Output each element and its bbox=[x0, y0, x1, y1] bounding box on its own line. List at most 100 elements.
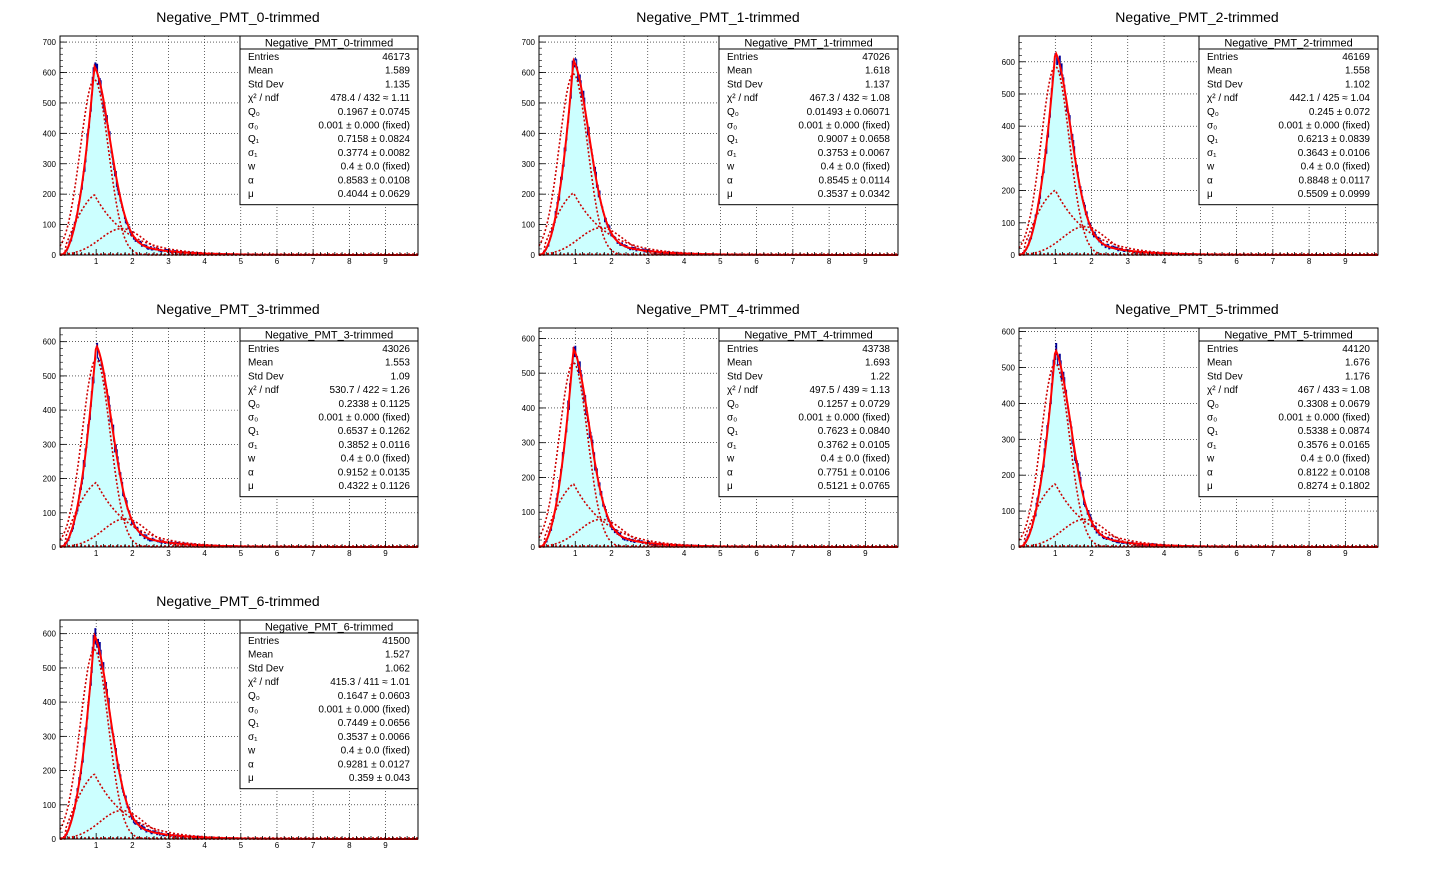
stats-value: 0.3753 ± 0.0067 bbox=[818, 148, 891, 159]
stats-value: 0.7623 ± 0.0840 bbox=[818, 426, 891, 437]
x-tick-label: 3 bbox=[166, 549, 171, 558]
y-tick-label: 300 bbox=[43, 732, 57, 741]
stats-value: 0.001 ± 0.000 (fixed) bbox=[318, 705, 410, 716]
stats-title: Negative_PMT_2-trimmed bbox=[1224, 38, 1352, 50]
y-tick-label: 600 bbox=[1002, 58, 1016, 67]
stats-value: 0.3774 ± 0.0082 bbox=[338, 148, 411, 159]
x-tick-label: 5 bbox=[239, 257, 244, 266]
x-tick-label: 1 bbox=[94, 841, 99, 850]
stats-label: χ² / ndf bbox=[1207, 385, 1238, 396]
stats-box bbox=[239, 619, 419, 790]
histogram-fill bbox=[539, 346, 898, 547]
stats-value: 0.6213 ± 0.0839 bbox=[1298, 134, 1371, 145]
stats-label: σ₁ bbox=[248, 440, 258, 451]
x-tick-label: 5 bbox=[1198, 257, 1203, 266]
x-tick-label: 1 bbox=[573, 257, 578, 266]
stats-value: 0.01493 ± 0.06071 bbox=[807, 107, 891, 118]
stats-value: 0.3762 ± 0.0105 bbox=[818, 440, 891, 451]
y-tick-label: 100 bbox=[1002, 507, 1016, 516]
y-tick-label: 400 bbox=[43, 129, 57, 138]
stats-label: σ₀ bbox=[248, 121, 258, 132]
stats-label: μ bbox=[248, 773, 254, 784]
histogram-fill bbox=[60, 62, 418, 256]
stats-value: 1.102 bbox=[1345, 79, 1370, 90]
stats-value: 0.001 ± 0.000 (fixed) bbox=[318, 413, 410, 424]
stats-label: σ₁ bbox=[248, 148, 258, 159]
x-tick-label: 3 bbox=[1126, 549, 1131, 558]
stats-label: Mean bbox=[248, 66, 273, 77]
x-tick-label: 1 bbox=[94, 549, 99, 558]
stats-label: Mean bbox=[727, 66, 752, 77]
x-tick-label: 7 bbox=[311, 257, 316, 266]
stats-value: 0.001 ± 0.000 (fixed) bbox=[318, 121, 410, 132]
x-tick-label: 7 bbox=[791, 549, 796, 558]
y-tick-label: 100 bbox=[43, 509, 57, 518]
stats-value: 0.001 ± 0.000 (fixed) bbox=[798, 413, 890, 424]
stats-value: 0.1647 ± 0.0603 bbox=[338, 691, 411, 702]
stats-title: Negative_PMT_3-trimmed bbox=[265, 330, 393, 342]
y-tick-label: 600 bbox=[43, 630, 57, 639]
stats-value: 0.1967 ± 0.0745 bbox=[338, 107, 411, 118]
histogram-panel: Negative_PMT_3-trimmed 1 2 3 4 5 6 7 8 9 0 100 200 30… bbox=[43, 301, 419, 558]
x-tick-label: 1 bbox=[573, 549, 578, 558]
stats-value: 47026 bbox=[862, 52, 890, 63]
stats-value: 0.3643 ± 0.0106 bbox=[1298, 148, 1371, 159]
stats-value: 1.137 bbox=[865, 79, 890, 90]
stats-value: 0.4 ± 0.0 (fixed) bbox=[1301, 454, 1370, 465]
y-tick-label: 300 bbox=[43, 440, 57, 449]
stats-value: 0.3576 ± 0.0165 bbox=[1298, 440, 1371, 451]
x-tick-label: 6 bbox=[275, 257, 280, 266]
x-tick-label: 9 bbox=[383, 841, 388, 850]
x-tick-label: 5 bbox=[1198, 549, 1203, 558]
y-tick-label: 200 bbox=[522, 190, 536, 199]
y-tick-label: 300 bbox=[43, 160, 57, 169]
y-tick-label: 600 bbox=[43, 69, 57, 78]
y-tick-label: 200 bbox=[43, 475, 57, 484]
stats-value: 1.693 bbox=[865, 358, 890, 369]
stats-label: Entries bbox=[1207, 344, 1238, 355]
stats-value: 0.7158 ± 0.0824 bbox=[338, 134, 411, 145]
stats-label: Q₁ bbox=[248, 426, 260, 437]
stats-value: 478.4 / 432 ≈ 1.11 bbox=[330, 93, 410, 104]
stats-value: 0.4 ± 0.0 (fixed) bbox=[1301, 162, 1370, 173]
y-tick-label: 200 bbox=[43, 190, 57, 199]
stats-label: α bbox=[248, 175, 254, 186]
stats-value: 0.4 ± 0.0 (fixed) bbox=[341, 746, 410, 757]
y-tick-label: 500 bbox=[1002, 90, 1016, 99]
stats-value: 1.589 bbox=[385, 66, 410, 77]
x-tick-label: 7 bbox=[311, 841, 316, 850]
stats-label: Q₀ bbox=[248, 107, 260, 118]
x-tick-label: 6 bbox=[754, 549, 759, 558]
stats-label: σ₁ bbox=[1207, 148, 1217, 159]
x-tick-label: 1 bbox=[94, 257, 99, 266]
stats-value: 0.5509 ± 0.0999 bbox=[1298, 189, 1371, 200]
stats-box bbox=[718, 327, 899, 498]
stats-value: 467.3 / 432 ≈ 1.08 bbox=[809, 93, 890, 104]
stats-label: χ² / ndf bbox=[248, 93, 279, 104]
y-tick-label: 0 bbox=[52, 835, 57, 844]
x-tick-label: 6 bbox=[275, 841, 280, 850]
y-tick-label: 500 bbox=[522, 369, 536, 378]
stats-value: 43026 bbox=[382, 344, 410, 355]
x-tick-label: 6 bbox=[754, 257, 759, 266]
x-tick-label: 8 bbox=[347, 549, 352, 558]
x-tick-label: 8 bbox=[347, 257, 352, 266]
stats-label: w bbox=[1206, 454, 1215, 465]
y-tick-label: 700 bbox=[522, 38, 536, 47]
stats-value: 442.1 / 425 ≈ 1.04 bbox=[1289, 93, 1370, 104]
stats-value: 1.558 bbox=[1345, 66, 1370, 77]
stats-value: 0.9152 ± 0.0135 bbox=[338, 467, 411, 478]
stats-value: 0.8122 ± 0.0108 bbox=[1298, 467, 1371, 478]
x-tick-label: 8 bbox=[827, 257, 832, 266]
stats-value: 0.5121 ± 0.0765 bbox=[818, 481, 891, 492]
stats-label: w bbox=[726, 162, 735, 173]
y-tick-label: 300 bbox=[1002, 435, 1016, 444]
x-tick-label: 3 bbox=[166, 257, 171, 266]
stats-value: 1.618 bbox=[865, 66, 890, 77]
x-tick-label: 8 bbox=[347, 841, 352, 850]
stats-label: Q₁ bbox=[248, 718, 260, 729]
y-tick-label: 100 bbox=[522, 508, 536, 517]
stats-value: 46173 bbox=[382, 52, 410, 63]
stats-value: 0.3537 ± 0.0066 bbox=[338, 732, 411, 743]
